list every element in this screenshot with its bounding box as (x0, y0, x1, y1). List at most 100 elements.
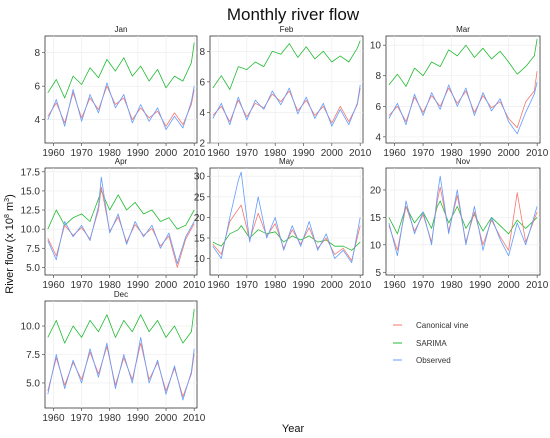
series-line-canonical-vine-feb (212, 87, 361, 124)
series-line-sarima-jan (47, 42, 195, 99)
tick-label-x: 1980 (99, 280, 122, 291)
tick-label-x: 2010 (526, 148, 549, 159)
tick-label-y: 7.5 (26, 244, 40, 255)
series-line-sarima-apr (47, 190, 195, 230)
panel-title-jan: Jan (115, 25, 128, 34)
tick-label-x: 1970 (70, 413, 93, 424)
tick-label-x: 1980 (99, 413, 122, 424)
tick-label-x: 1960 (42, 148, 65, 159)
panel-frame-apr (44, 167, 198, 276)
series-line-canonical-vine-may (212, 204, 361, 261)
tick-label-x: 2000 (155, 413, 178, 424)
tick-label-y: 5.0 (26, 263, 40, 274)
tick-label-y: 15.0 (21, 186, 41, 197)
tick-label-y: 5 (375, 268, 381, 279)
tick-label-x: 1960 (207, 280, 230, 291)
tick-label-y: 6 (375, 102, 381, 113)
tick-label-x: 1990 (469, 280, 492, 291)
y-axis-label: River flow (x 108 m3) (4, 194, 16, 294)
x-axis-label: Year (282, 423, 305, 435)
tick-label-x: 2000 (321, 280, 344, 291)
tick-label-x: 1960 (207, 148, 230, 159)
tick-label-x: 2010 (183, 280, 206, 291)
legend-item-sarima: SARIMA (393, 339, 447, 348)
series-line-observed-may (212, 171, 361, 264)
tick-label-x: 1990 (292, 148, 315, 159)
tick-label-x: 1970 (236, 280, 259, 291)
panel-frame-feb (209, 35, 364, 144)
tick-label-x: 2000 (321, 148, 344, 159)
panel-frame-may (209, 167, 364, 276)
tick-label-x: 1980 (99, 148, 122, 159)
tick-label-x: 1980 (264, 280, 287, 291)
tick-label-y: 15 (194, 233, 206, 244)
panel-mar: Mar 4 6 8 10 1960 1970 1980 1990 2000 2010 (370, 25, 549, 159)
tick-label-x: 1990 (469, 148, 492, 159)
series-line-observed-nov (388, 175, 538, 257)
tick-label-y: 4 (375, 132, 381, 143)
series-line-sarima-nov (388, 200, 538, 235)
tick-label-x: 2010 (349, 280, 372, 291)
figure-title: Monthly river flow (227, 5, 360, 24)
panel-title-feb: Feb (280, 25, 294, 34)
tick-label-x: 1990 (127, 280, 150, 291)
tick-label-x: 2010 (183, 148, 206, 159)
panel-title-dec: Dec (114, 290, 128, 299)
panel-title-nov: Nov (456, 157, 470, 166)
tick-label-x: 1970 (412, 280, 435, 291)
panel-feb: Feb 2 4 6 8 1960 1970 1980 1990 2000 2010 (199, 25, 371, 159)
series-line-observed-mar (388, 81, 538, 135)
panel-dec: Dec 5.0 7.5 10.0 1960 1970 1980 1990 2000 2010 (21, 290, 206, 424)
series-line-canonical-vine-jan (47, 85, 195, 127)
legend: Canonical vine SARIMA Observed (393, 321, 469, 365)
panel-apr: Apr 5.0 7.5 10.0 12.5 15.0 17.5 1960 1970 1980 199… (21, 157, 206, 291)
panel-jan: Jan 4 6 8 1960 1970 1980 1990 2000 2010 (34, 25, 205, 159)
legend-label-observed: Observed (416, 356, 451, 365)
series-line-sarima-mar (388, 39, 538, 87)
series-line-observed-feb (212, 84, 361, 127)
panel-may: May 10 15 20 25 30 1960 1970 1980 1990 2000 2010 (194, 157, 372, 291)
series-line-observed-apr (47, 176, 195, 264)
tick-label-x: 1990 (127, 148, 150, 159)
series-line-canonical-vine-nov (388, 186, 538, 251)
tick-label-y: 10 (370, 41, 382, 52)
series-line-sarima-may (212, 225, 361, 251)
tick-label-y: 8 (375, 71, 381, 82)
tick-label-y: 6 (199, 77, 205, 88)
tick-label-y: 7.5 (26, 350, 40, 361)
tick-label-x: 1960 (383, 148, 406, 159)
legend-label-sarima: SARIMA (416, 339, 447, 348)
tick-label-x: 1970 (70, 148, 93, 159)
tick-label-y: 10.0 (21, 322, 41, 333)
panel-title-may: May (279, 157, 294, 166)
tick-label-x: 1960 (42, 280, 65, 291)
tick-label-y: 4 (199, 108, 205, 119)
tick-label-x: 2010 (349, 148, 372, 159)
tick-label-x: 2000 (498, 280, 521, 291)
tick-label-x: 2010 (183, 413, 206, 424)
tick-label-x: 1990 (127, 413, 150, 424)
series-line-observed-jan (47, 82, 195, 130)
tick-label-x: 1980 (440, 280, 463, 291)
tick-label-x: 1970 (70, 280, 93, 291)
tick-label-y: 8 (34, 48, 40, 59)
tick-label-y: 2 (199, 139, 205, 150)
tick-label-y: 10 (370, 240, 382, 251)
legend-item-observed: Observed (393, 356, 451, 365)
tick-label-x: 1970 (412, 148, 435, 159)
tick-label-x: 2000 (155, 148, 178, 159)
tick-label-y: 20 (194, 213, 206, 224)
series-line-canonical-vine-mar (388, 71, 538, 129)
tick-label-y: 5.0 (26, 378, 40, 389)
tick-label-x: 1960 (42, 413, 65, 424)
tick-label-y: 15 (370, 213, 382, 224)
panel-title-apr: Apr (115, 157, 128, 166)
tick-label-x: 1980 (440, 148, 463, 159)
series-line-sarima-feb (212, 40, 361, 90)
tick-label-y: 30 (194, 172, 206, 183)
tick-label-x: 1980 (264, 148, 287, 159)
series-line-sarima-dec (47, 308, 195, 344)
tick-label-y: 10.0 (21, 225, 41, 236)
tick-label-y: 20 (370, 185, 382, 196)
